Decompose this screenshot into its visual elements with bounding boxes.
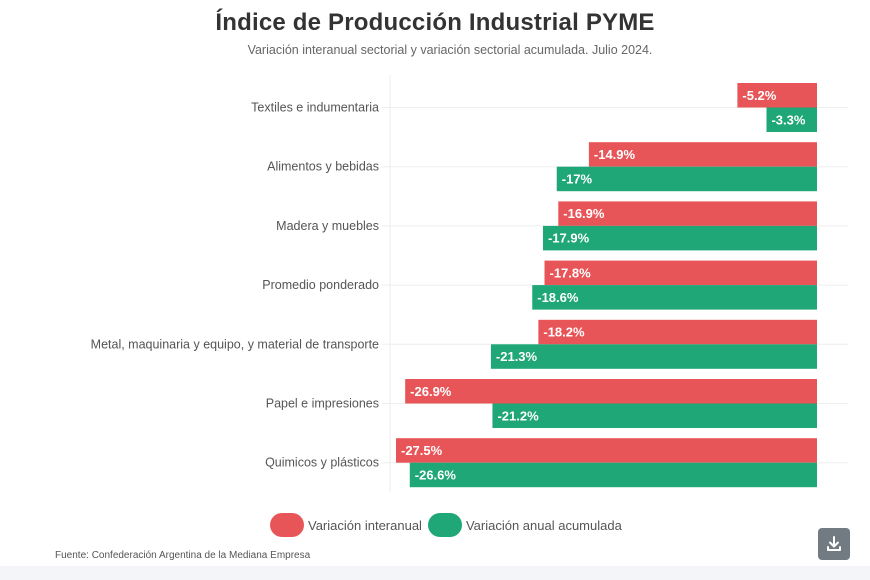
bar-acumulada[interactable] xyxy=(490,344,817,369)
bar-interanual[interactable] xyxy=(588,142,817,167)
bar-interanual[interactable] xyxy=(544,260,817,286)
bar-value-label: -27.5% xyxy=(401,443,443,458)
bar-value-label: -17.9% xyxy=(548,231,590,246)
bar-value-label: -17.8% xyxy=(549,265,591,280)
bar-value-label: -3.3% xyxy=(771,112,805,127)
category-label: Metal, maquinaria y equipo, y material d… xyxy=(91,337,379,351)
category-labels: Textiles e indumentaria Alimentos y bebid… xyxy=(91,101,379,470)
bar-acumulada[interactable] xyxy=(532,285,817,310)
bar-chart: Textiles e indumentaria Alimentos y bebid… xyxy=(91,75,848,492)
download-icon xyxy=(827,536,841,551)
legend-swatch-interanual xyxy=(270,513,304,537)
bar-acumulada[interactable] xyxy=(409,462,817,488)
bar-interanual[interactable] xyxy=(405,379,817,404)
bar-interanual[interactable] xyxy=(737,83,817,108)
download-button[interactable] xyxy=(818,528,850,560)
bar-interanual[interactable] xyxy=(396,438,817,463)
bar-value-label: -21.3% xyxy=(496,349,538,364)
bar-acumulada[interactable] xyxy=(556,166,817,192)
category-label: Promedio ponderado xyxy=(262,278,379,292)
bar-value-label: -26.9% xyxy=(410,384,452,399)
bar-acumulada[interactable] xyxy=(542,225,817,251)
bar-value-label: -17% xyxy=(562,171,593,186)
bar-interanual[interactable] xyxy=(558,201,817,226)
bar-acumulada[interactable] xyxy=(492,403,817,429)
legend-label-interanual: Variación interanual xyxy=(308,517,422,533)
legend-label-acumulada: Variación anual acumulada xyxy=(465,517,622,533)
category-label: Alimentos y bebidas xyxy=(267,160,379,174)
legend-item-acumulada[interactable]: Variación anual acumulada xyxy=(427,513,622,537)
source-note: Fuente: Confederación Argentina de la Me… xyxy=(55,550,311,561)
category-label: Quimicos y plásticos xyxy=(265,456,379,470)
legend-item-interanual[interactable]: Variación interanual xyxy=(270,513,422,537)
bar-interanual[interactable] xyxy=(538,319,817,345)
legend: Variación interanual Variación anual acu… xyxy=(270,513,628,537)
bar-value-label: -5.2% xyxy=(742,88,776,103)
legend-swatch-acumulada xyxy=(427,513,462,537)
bar-value-label: -21.2% xyxy=(497,408,539,423)
category-label: Papel e impresiones xyxy=(266,397,379,411)
chart-title: Índice de Producción Industrial PYME xyxy=(215,9,655,36)
bar-value-label: -16.9% xyxy=(563,206,605,221)
category-label: Textiles e indumentaria xyxy=(251,101,379,115)
bar-value-label: -14.9% xyxy=(594,147,636,162)
bar-value-label: -26.6% xyxy=(415,467,457,482)
page-bottom-strip xyxy=(0,566,870,580)
bars: -5.2% -3.3% -14.9%-17% -16.9% -17.9% -17.8% -1… xyxy=(396,83,817,488)
bar-value-label: -18.6% xyxy=(537,290,579,305)
bar-value-label: -18.2% xyxy=(543,325,585,340)
chart-subtitle: Variación interanual sectorial y variaci… xyxy=(247,43,653,57)
category-label: Madera y muebles xyxy=(276,219,379,233)
bar-acumulada[interactable] xyxy=(766,107,817,133)
